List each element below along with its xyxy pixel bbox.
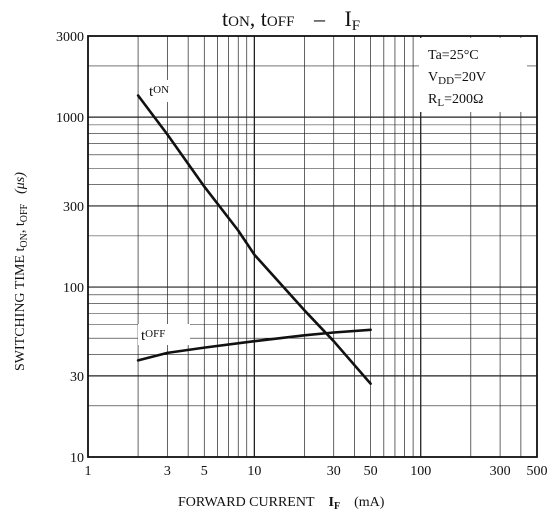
y-tick-label: 3000 (56, 30, 84, 45)
x-tick-label: 300 (490, 464, 511, 479)
x-tick-label: 50 (364, 464, 378, 479)
y-tick-label: 10 (70, 451, 84, 466)
x-tick-label: 1 (85, 464, 92, 479)
condition-ta: Ta=25°C (428, 48, 479, 63)
svg-text:tON: tON (149, 84, 169, 100)
y-axis-label: SWITCHING TIME tON, tOFF(μs) (13, 172, 30, 371)
series-lines (136, 94, 372, 386)
chart-title: tON, tOFF – IF (222, 6, 360, 34)
y-tick-label: 300 (63, 200, 84, 215)
svg-text:tOFF: tOFF (141, 328, 165, 344)
y-tick-labels: 10 30 100 300 1000 3000 (56, 30, 84, 466)
y-tick-label: 100 (63, 281, 84, 296)
series-label-t-off: tOFF (138, 324, 190, 345)
x-tick-label: 10 (247, 464, 261, 479)
series-toff-line (136, 328, 372, 362)
x-tick-label: 30 (327, 464, 341, 479)
x-tick-label: 100 (410, 464, 431, 479)
plot-frame (87, 35, 538, 458)
y-tick-label: 30 (70, 370, 84, 385)
x-tick-label: 5 (201, 464, 208, 479)
series-ton-line (136, 94, 372, 386)
condition-rl: RL=200Ω (428, 92, 483, 109)
series-label-t-on: tON (145, 80, 187, 102)
y-tick-label: 1000 (56, 111, 84, 126)
svg-text:tON, tOFF – IF: tON, tOFF – IF (222, 6, 360, 34)
x-tick-label: 500 (527, 464, 548, 479)
condition-vdd: VDD=20V (428, 70, 486, 87)
x-tick-label: 3 (164, 464, 171, 479)
x-tick-labels: 1 3 5 10 30 50 100 300 500 (85, 464, 548, 479)
x-axis-label: FORWARD CURRENT IF (mA) (178, 495, 385, 512)
conditions-box: Ta=25°C VDD=20V RL=200Ω (419, 38, 527, 112)
title-t-on: t (222, 6, 228, 31)
